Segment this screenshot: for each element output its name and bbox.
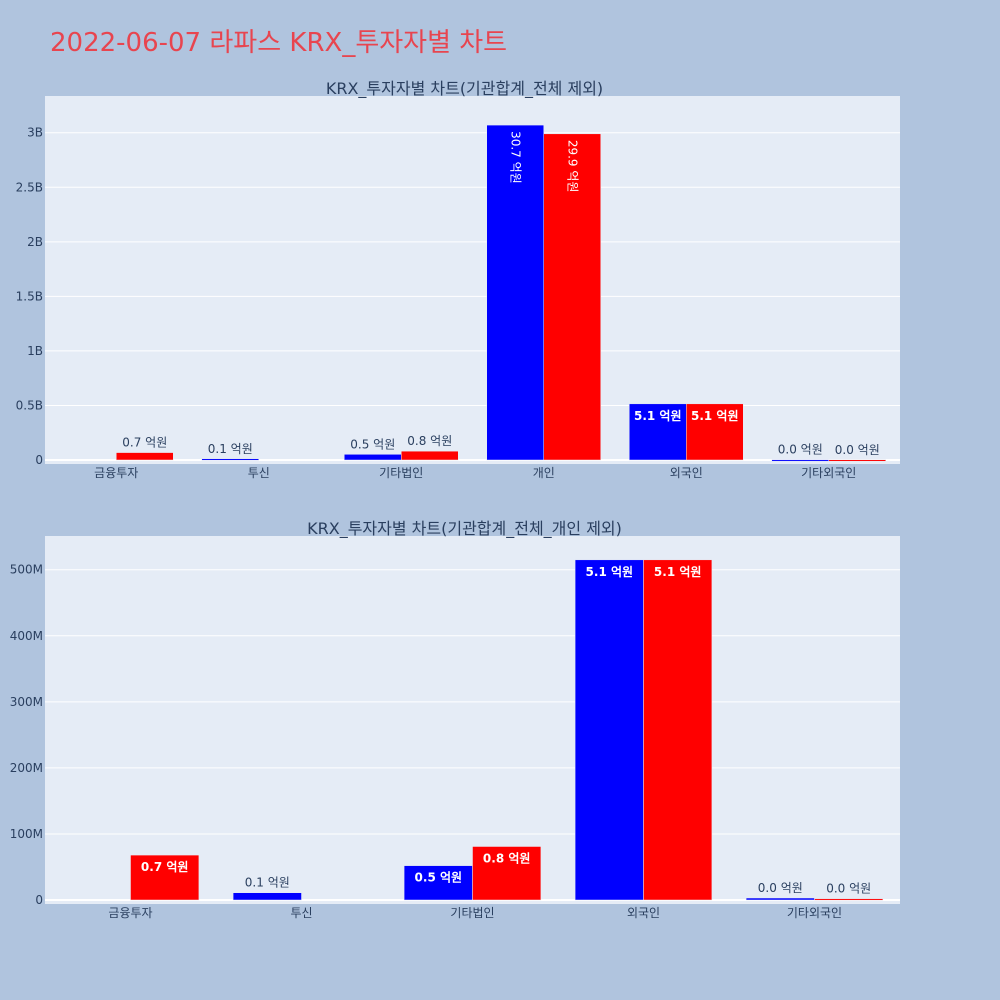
data-label: 0.1 억원 — [245, 876, 290, 890]
x-tick-label: 개인 — [533, 466, 555, 480]
x-tick-label: 금융투자 — [108, 906, 152, 920]
x-tick-label: 투신 — [248, 466, 270, 480]
x-tick-label: 기타법인 — [450, 906, 494, 920]
data-label: 5.1 억원 — [654, 565, 702, 579]
y-tick-label: 0 — [35, 453, 43, 467]
data-label: 5.1 억원 — [691, 409, 739, 423]
bar — [574, 559, 644, 901]
data-label: 0.7 억원 — [122, 436, 167, 450]
plot-area — [45, 96, 900, 464]
bar — [686, 403, 744, 461]
data-label: 5.1 억원 — [586, 565, 634, 579]
y-tick-label: 2.5B — [16, 180, 43, 194]
x-tick-label: 기타외국인 — [801, 466, 856, 480]
bar — [745, 897, 815, 901]
x-tick-label: 투신 — [290, 906, 312, 920]
plot-area — [45, 536, 900, 904]
chart-title: KRX_투자자별 차트(기관합계_전체_개인 제외) — [307, 519, 622, 539]
data-label: 29.9 억원 — [565, 140, 579, 193]
y-tick-label: 3B — [27, 126, 43, 140]
chart-title: KRX_투자자별 차트(기관합계_전체 제외) — [326, 79, 603, 99]
data-label: 0.5 억원 — [415, 871, 463, 885]
y-tick-label: 100M — [10, 827, 43, 841]
bar — [116, 452, 174, 461]
y-tick-label: 300M — [10, 695, 43, 709]
y-tick-label: 1B — [27, 344, 43, 358]
bar — [130, 854, 200, 901]
bar — [486, 124, 544, 461]
data-label: 0.8 억원 — [407, 434, 452, 448]
x-tick-label: 기타법인 — [379, 466, 423, 480]
bar — [828, 459, 886, 462]
data-label: 0.8 억원 — [483, 851, 531, 865]
data-label: 0.7 억원 — [141, 860, 189, 874]
data-label: 0.1 억원 — [208, 442, 253, 456]
data-label: 0.0 억원 — [826, 882, 871, 896]
bar — [629, 403, 687, 461]
bar — [403, 865, 473, 901]
y-tick-label: 0 — [35, 893, 43, 907]
page-title: 2022-06-07 라파스 KRX_투자자별 차트 — [50, 28, 508, 58]
bar — [201, 458, 259, 461]
y-tick-label: 200M — [10, 761, 43, 775]
y-tick-label: 2B — [27, 235, 43, 249]
bar — [643, 559, 713, 901]
y-tick-label: 400M — [10, 629, 43, 643]
x-tick-label: 외국인 — [627, 906, 660, 920]
data-label: 30.7 억원 — [508, 131, 522, 184]
x-tick-label: 기타외국인 — [787, 906, 842, 920]
x-tick-label: 외국인 — [670, 466, 703, 480]
data-label: 0.0 억원 — [758, 881, 803, 895]
y-tick-label: 0.5B — [16, 398, 43, 412]
y-tick-label: 1.5B — [16, 289, 43, 303]
bar — [401, 450, 459, 461]
data-label: 0.5 억원 — [350, 437, 395, 451]
bar — [472, 846, 542, 901]
data-label: 5.1 억원 — [634, 409, 682, 423]
bar — [232, 892, 302, 901]
bar — [543, 133, 601, 461]
x-tick-label: 금융투자 — [94, 466, 138, 480]
data-label: 0.0 억원 — [778, 443, 823, 457]
bar — [814, 898, 884, 901]
chart-2: 0 100M 200M 300M 400M 500M KRX_투자자별 차트(기관합계_전체… — [10, 519, 900, 920]
bar — [344, 454, 402, 461]
bar — [771, 459, 829, 462]
data-label: 0.0 억원 — [835, 443, 880, 457]
y-tick-label: 500M — [10, 563, 43, 577]
chart-1: 0 0.5B 1B 1.5B 2B 2.5B 3B KRX_투자자별 차트(기관합계_전체 제… — [16, 79, 900, 480]
